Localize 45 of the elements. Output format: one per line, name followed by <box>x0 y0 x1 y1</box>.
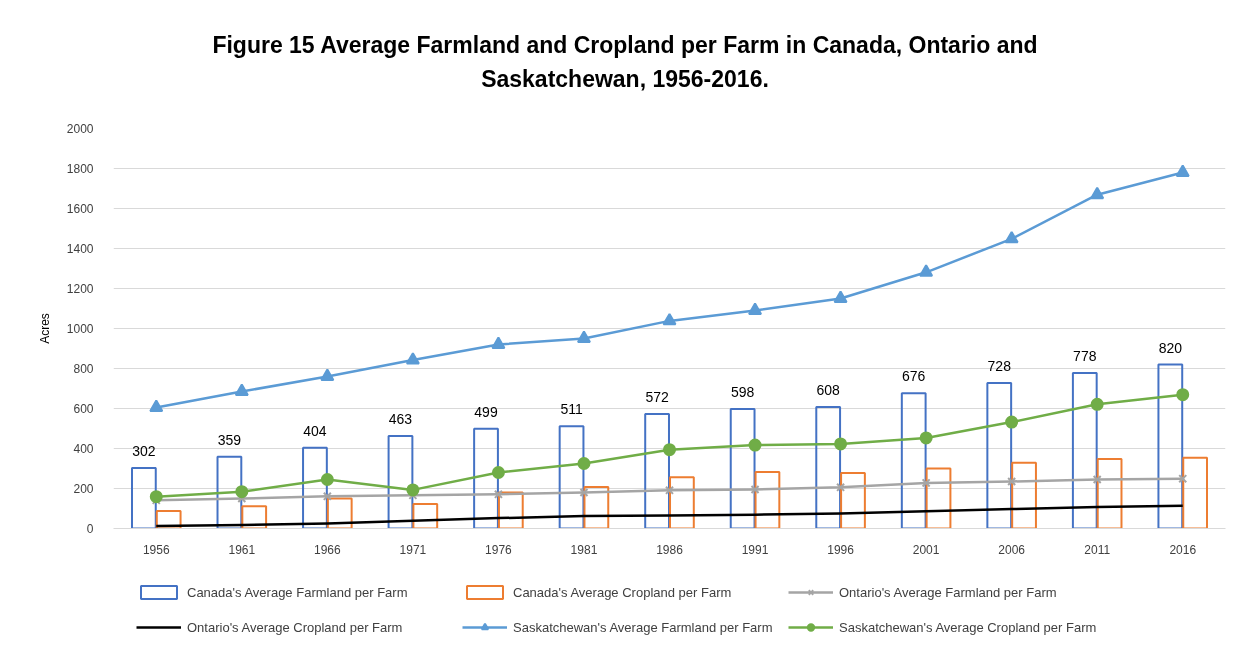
data-label: 302 <box>132 443 156 460</box>
legend-label: Ontario's Average Farmland per Farm <box>839 584 1058 600</box>
data-label: 608 <box>816 381 841 398</box>
data-label: 572 <box>645 389 669 406</box>
y-tick-label: 2000 <box>66 122 94 136</box>
x-tick-label: 2011 <box>1084 542 1111 557</box>
x-tick-label: 1956 <box>142 542 170 557</box>
data-label: 499 <box>474 403 498 420</box>
y-tick-label: 1600 <box>66 202 94 216</box>
legend-label: Saskatchewan's Average Cropland per Farm <box>839 619 1098 635</box>
x-tick-label: 1966 <box>314 542 342 557</box>
data-label: 676 <box>902 368 926 385</box>
y-tick-label: 400 <box>73 442 94 456</box>
x-tick-label: 1971 <box>399 542 427 557</box>
y-tick-label: 1800 <box>66 162 94 176</box>
x-tick-label: 2016 <box>1169 542 1197 557</box>
y-tick-label: 1000 <box>66 322 94 336</box>
legend-label: Canada's Average Farmland per Farm <box>187 584 409 600</box>
x-tick-label: 1996 <box>827 542 855 557</box>
data-label: 511 <box>560 401 583 418</box>
data-label: 359 <box>217 431 242 448</box>
y-tick-label: 800 <box>73 362 94 376</box>
data-label: 404 <box>303 422 327 439</box>
y-axis-title: Acres <box>37 313 52 344</box>
y-tick-label: 1400 <box>66 242 94 256</box>
data-label: 778 <box>1073 347 1097 364</box>
x-tick-label: 1986 <box>656 542 684 557</box>
data-label: 463 <box>388 410 413 427</box>
data-label: 598 <box>730 383 755 400</box>
data-label: 820 <box>1158 339 1183 356</box>
x-tick-label: 1981 <box>570 542 598 557</box>
legend-label: Ontario's Average Cropland per Farm <box>187 619 404 635</box>
x-tick-label: 1961 <box>228 542 256 557</box>
x-tick-label: 1991 <box>741 542 769 557</box>
chart-title: Figure 15 Average Farmland and Cropland per Farm in Canada, Ontario and Saskatchewan, 1956-2016. <box>211 31 1039 94</box>
y-tick-label: 1200 <box>66 282 94 296</box>
legend-label: Saskatchewan's Average Farmland per Farm <box>513 619 774 635</box>
y-tick-label: 0 <box>86 522 94 536</box>
x-tick-label: 2001 <box>912 542 940 557</box>
data-label: 728 <box>987 357 1012 374</box>
x-tick-label: 2006 <box>998 542 1026 557</box>
y-tick-label: 600 <box>73 402 94 416</box>
legend-label: Canada's Average Cropland per Farm <box>513 584 733 600</box>
y-tick-label: 200 <box>73 482 94 496</box>
x-tick-label: 1976 <box>485 542 513 557</box>
